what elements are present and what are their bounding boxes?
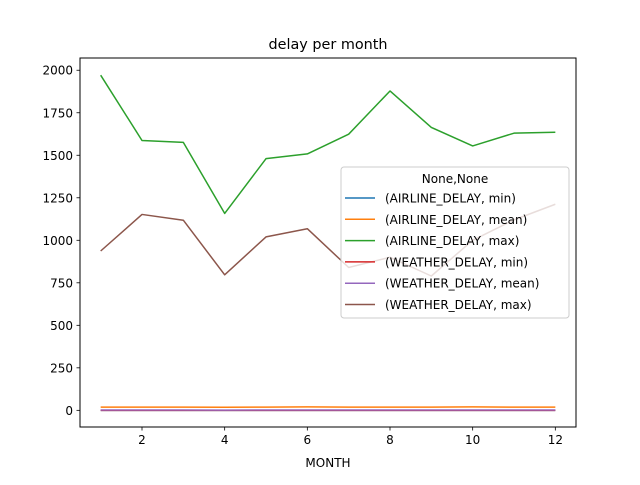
y-tick-label: 750 <box>50 276 73 290</box>
x-tick-label: 6 <box>304 433 312 447</box>
y-tick-label: 0 <box>65 404 73 418</box>
y-tick-label: 250 <box>50 361 73 375</box>
x-tick-label: 10 <box>465 433 480 447</box>
y-axis: 0 250 500 750 1000 1250 1500 1750 2000 <box>42 64 80 418</box>
legend-entry: (WEATHER_DELAY, max) <box>385 298 532 312</box>
legend-entry: (WEATHER_DELAY, mean) <box>385 277 539 291</box>
legend-entry: (AIRLINE_DELAY, min) <box>385 192 516 206</box>
chart-title: delay per month <box>268 37 387 53</box>
legend-title: None,None <box>422 172 488 186</box>
x-tick-label: 2 <box>138 433 146 447</box>
y-tick-label: 1750 <box>42 106 73 120</box>
y-tick-label: 500 <box>50 319 73 333</box>
x-axis-label: MONTH <box>305 456 350 470</box>
y-tick-label: 1000 <box>42 234 73 248</box>
legend-entry: (WEATHER_DELAY, min) <box>385 255 528 269</box>
legend-entry: (AIRLINE_DELAY, max) <box>385 234 519 248</box>
x-tick-label: 12 <box>548 433 563 447</box>
legend: None,None (AIRLINE_DELAY, min) (AIRLINE_DE… <box>341 167 569 318</box>
x-tick-label: 8 <box>386 433 394 447</box>
legend-entry: (AIRLINE_DELAY, mean) <box>385 213 527 227</box>
x-tick-label: 4 <box>221 433 229 447</box>
y-tick-label: 1250 <box>42 191 73 205</box>
y-tick-label: 2000 <box>42 64 73 78</box>
x-axis: 2 4 6 8 10 12 <box>138 427 563 447</box>
y-tick-label: 1500 <box>42 149 73 163</box>
